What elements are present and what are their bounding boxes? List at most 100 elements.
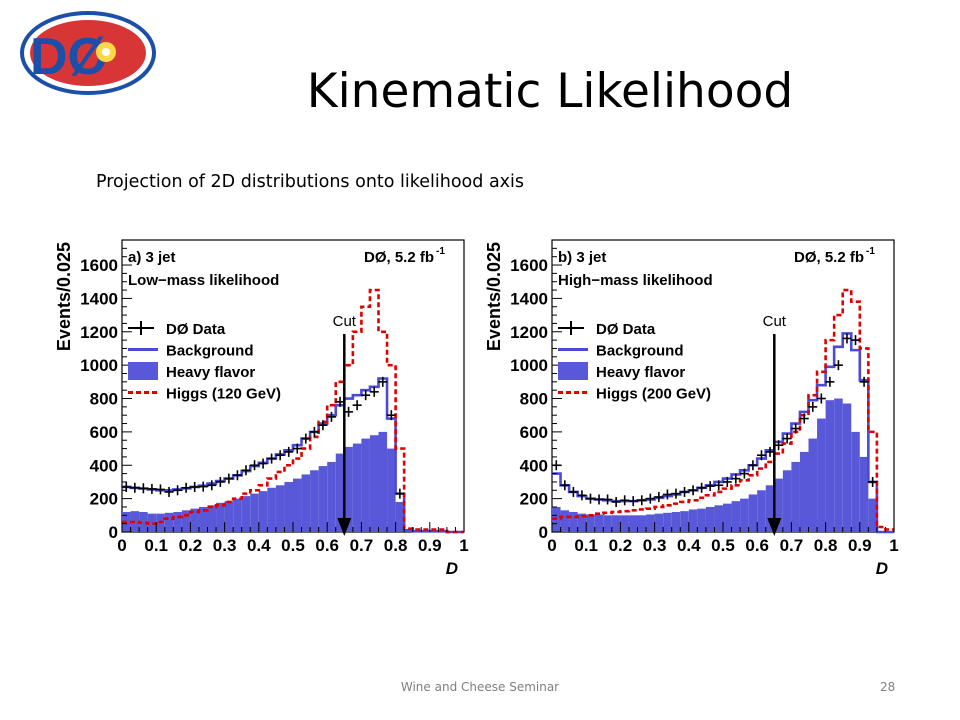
data-point xyxy=(326,411,336,422)
heavy-flavor-bar xyxy=(663,512,672,532)
lumi-exponent: -1 xyxy=(866,246,875,257)
data-point xyxy=(825,376,835,387)
heavy-flavor-bar xyxy=(267,487,276,532)
heavy-flavor-bar xyxy=(233,498,242,532)
heavy-flavor-bar xyxy=(705,506,715,532)
lumi-exponent: -1 xyxy=(436,246,445,257)
histogram-panel-a: Cut 0 0.1 0.2 0.3 0.4 0.5 0.6 0.7 0.8 0.9 1 0 200 400 6… xyxy=(54,239,469,578)
heavy-flavor-bar xyxy=(318,466,328,532)
data-point xyxy=(868,476,878,487)
panel-label: a) 3 jet xyxy=(128,249,176,266)
data-point xyxy=(808,401,818,412)
data-point xyxy=(688,485,698,496)
y-tick-label: 1400 xyxy=(510,289,548,308)
heavy-flavor-bar xyxy=(250,493,259,532)
heavy-flavor-bar xyxy=(740,498,749,532)
data-point xyxy=(164,486,174,497)
data-point xyxy=(671,488,681,499)
legend-entry: Background xyxy=(166,343,254,360)
heavy-flavor-bar xyxy=(216,502,225,532)
data-point xyxy=(560,480,570,491)
data-point xyxy=(628,496,638,507)
legend-entry: Background xyxy=(596,343,684,360)
y-tick-label: 1000 xyxy=(80,356,118,375)
x-tick-label: 0.4 xyxy=(677,536,701,555)
y-tick-label: 1200 xyxy=(510,323,548,342)
heavy-flavor-bar xyxy=(851,431,860,532)
slide-subtitle: Projection of 2D distributions onto like… xyxy=(96,172,524,192)
heavy-flavor-bar xyxy=(147,513,157,532)
heavy-flavor-bar xyxy=(207,505,217,532)
heavy-flavor-bar xyxy=(310,470,319,532)
legend-entry: DØ Data xyxy=(166,321,226,338)
data-point xyxy=(335,396,345,407)
heavy-flavor-bar xyxy=(361,438,370,532)
data-point xyxy=(267,453,277,464)
heavy-flavor-bar xyxy=(799,451,809,532)
panel-label: b) 3 jet xyxy=(558,249,606,266)
x-tick-label: 0.3 xyxy=(643,536,667,555)
data-point xyxy=(361,390,371,401)
data-point xyxy=(241,465,251,476)
background-line xyxy=(552,332,894,534)
x-tick-label: 0.8 xyxy=(384,536,408,555)
experiment-label: DØ, 5.2 fb xyxy=(794,249,864,266)
heavy-flavor-bar xyxy=(611,515,621,532)
heavy-flavor-bar xyxy=(352,443,362,532)
heavy-flavor-bar xyxy=(603,515,612,532)
heavy-flavor-bar xyxy=(688,509,698,532)
data-point xyxy=(173,485,183,496)
legend-heavy-flavor-swatch xyxy=(558,362,588,380)
data-point xyxy=(603,494,613,505)
panel-sublabel: High−mass likelihood xyxy=(558,272,713,289)
heavy-flavor-bar xyxy=(637,515,647,532)
data-point xyxy=(774,440,784,451)
data-point xyxy=(369,386,379,397)
background-line xyxy=(122,377,464,534)
x-tick-label: 0 xyxy=(117,536,126,555)
y-axis-label: Events/0.025 xyxy=(484,242,504,351)
data-point xyxy=(782,433,792,444)
data-point xyxy=(275,450,285,461)
heavy-flavor-bar xyxy=(284,481,293,532)
y-tick-label: 800 xyxy=(90,390,118,409)
data-point xyxy=(250,460,260,471)
heavy-flavor-bar xyxy=(817,418,826,532)
cut-label: Cut xyxy=(333,313,357,330)
heavy-flavor-bar xyxy=(731,501,741,532)
data-point xyxy=(344,406,354,417)
heavy-flavor-bar xyxy=(577,513,587,532)
heavy-flavor-bar xyxy=(198,506,208,532)
heavy-flavor-bar xyxy=(748,494,758,532)
x-axis-label: D xyxy=(876,559,888,578)
y-tick-label: 800 xyxy=(520,390,548,409)
heavy-flavor-bar xyxy=(224,501,234,532)
x-tick-label: 0.9 xyxy=(418,536,442,555)
legend-entry: Heavy flavor xyxy=(166,364,255,381)
heavy-flavor-bar xyxy=(139,511,148,532)
data-point xyxy=(851,335,861,346)
x-tick-label: 0.2 xyxy=(609,536,633,555)
heavy-flavor-bar xyxy=(714,505,723,532)
x-tick-label: 0.6 xyxy=(745,536,769,555)
data-point xyxy=(215,476,225,487)
data-point xyxy=(714,480,724,491)
legend-entry: Heavy flavor xyxy=(596,364,685,381)
data-point xyxy=(130,482,140,493)
heavy-flavor-bar xyxy=(335,453,345,532)
x-tick-label: 0.1 xyxy=(574,536,598,555)
heavy-flavor-bar xyxy=(757,490,766,532)
heavy-flavor-bar xyxy=(241,496,251,532)
data-point xyxy=(705,481,715,492)
heavy-flavor-bar xyxy=(569,511,578,532)
data-point xyxy=(190,481,200,492)
data-point xyxy=(207,480,217,491)
data-point xyxy=(611,496,621,507)
data-point xyxy=(739,468,749,479)
x-tick-label: 0.7 xyxy=(350,536,374,555)
heavy-flavor-bar xyxy=(842,403,852,532)
heavy-flavor-bar xyxy=(560,510,570,532)
y-tick-label: 200 xyxy=(90,490,118,509)
data-point xyxy=(258,458,268,469)
data-point xyxy=(292,443,302,454)
